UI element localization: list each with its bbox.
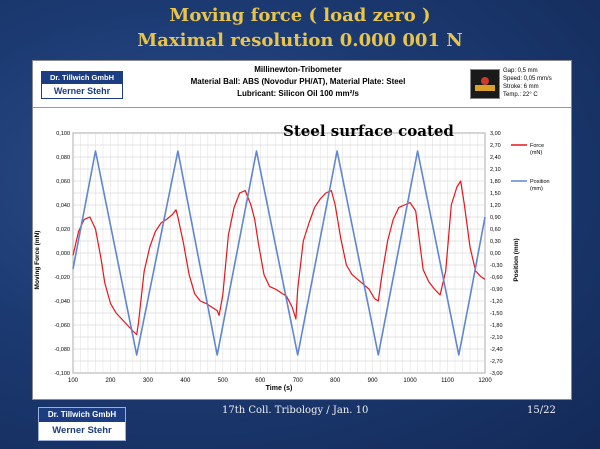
- y-right-tick-label: 2,10: [490, 167, 501, 173]
- y-right-axis-label: Position (mm): [513, 238, 520, 281]
- y-right-tick-label: -2,10: [490, 335, 503, 341]
- x-tick-label: 1200: [478, 378, 492, 384]
- slide-title-line1: Moving force ( load zero ): [169, 5, 431, 26]
- chart-panel: Dr. Tillwich GmbH Werner Stehr Millinewt…: [32, 60, 572, 400]
- y-left-tick-label: -0,020: [54, 275, 70, 281]
- x-tick-label: 400: [180, 378, 191, 384]
- y-right-tick-label: -0,90: [490, 287, 503, 293]
- y-left-tick-label: 0,100: [56, 131, 70, 137]
- chart-legend: Force(mN) Position(mm): [511, 143, 550, 192]
- y-right-tick-label: -0,60: [490, 275, 503, 281]
- legend-unit: (mN): [530, 150, 542, 156]
- y-right-tick-label: -2,40: [490, 347, 503, 353]
- footer-person-name: Werner Stehr: [39, 422, 125, 440]
- y-right-tick-label: -0,30: [490, 263, 503, 269]
- y-left-tick-label: 0,000: [56, 251, 70, 257]
- y-left-tick-label: -0,040: [54, 299, 70, 305]
- y-right-tick-label: -1,20: [490, 299, 503, 305]
- x-tick-label: 800: [330, 378, 341, 384]
- logo-company-name: Dr. Tillwich GmbH: [42, 72, 122, 84]
- y-right-tick-label: 1,50: [490, 191, 501, 197]
- test-parameters: Gap: 0,5 mm Speed: 0,05 mm/s Stroke: 6 m…: [503, 67, 552, 99]
- param-temp: Temp.: 22° C: [503, 92, 538, 98]
- legend-unit: (mm): [530, 186, 543, 192]
- logo-person-name: Werner Stehr: [53, 86, 111, 96]
- materials-line: Material Ball: ABS (Novodur PH/AT), Mate…: [190, 77, 406, 86]
- y-left-axis-label: Moving Force (mN): [34, 231, 41, 290]
- page-number: 15/22: [527, 405, 556, 416]
- x-tick-label: 600: [255, 378, 266, 384]
- force-series-line: [72, 180, 486, 336]
- chart-annotation: Steel surface coated: [283, 122, 454, 140]
- y-right-tick-label: 2,40: [490, 155, 501, 161]
- footer-logo: Dr. Tillwich GmbH Werner Stehr: [38, 407, 126, 441]
- x-tick-label: 300: [143, 378, 154, 384]
- footer-company-name: Dr. Tillwich GmbH: [39, 408, 125, 422]
- company-logo: Dr. Tillwich GmbH Werner Stehr: [41, 71, 123, 99]
- x-tick-label: 700: [293, 378, 304, 384]
- param-speed: Speed: 0,05 mm/s: [503, 76, 552, 82]
- y-right-tick-label: -2,70: [490, 359, 503, 365]
- y-right-tick-label: -1,50: [490, 311, 503, 317]
- chart-header: Dr. Tillwich GmbH Werner Stehr Millinewt…: [33, 61, 571, 108]
- param-stroke: Stroke: 6 mm: [503, 84, 539, 90]
- y-right-tick-label: 1,20: [490, 203, 501, 209]
- x-tick-label: 1100: [441, 378, 455, 384]
- footer-event: 17th Coll. Tribology / Jan. 10: [222, 405, 369, 416]
- y-left-tick-label: 0,060: [56, 179, 70, 185]
- force-position-chart: 3,00 2,70 2,40 2,10 1,80 1,50 1,20 0,90 0,60 0,30…: [34, 122, 550, 392]
- x-axis-label: Time (s): [266, 385, 293, 392]
- y-right-tick-label: -3,00: [490, 371, 503, 377]
- y-left-tick-label: 0,080: [56, 155, 70, 161]
- instrument-name: Millinewton-Tribometer: [254, 65, 342, 74]
- y-left-tick-label: -0,080: [54, 347, 70, 353]
- y-left-tick-label: -0,060: [54, 323, 70, 329]
- y-right-tick-label: 2,70: [490, 143, 501, 149]
- position-series-line: [72, 150, 486, 356]
- y-right-tick-label: 3,00: [490, 131, 501, 137]
- y-right-tick-label: 0,00: [490, 251, 501, 257]
- y-left-tick-label: 0,020: [56, 227, 70, 233]
- x-tick-label: 500: [218, 378, 229, 384]
- slide-title-line2: Maximal resolution 0.000 001 N: [137, 30, 463, 51]
- y-right-tick-label: 0,60: [490, 227, 501, 233]
- y-right-tick-label: -1,80: [490, 323, 503, 329]
- ball-on-plate-icon: [470, 69, 500, 99]
- test-description: Millinewton-Tribometer Material Ball: AB…: [133, 64, 463, 100]
- y-right-tick-label: 0,30: [490, 239, 501, 245]
- y-left-tick-label: -0,100: [54, 371, 70, 377]
- y-right-tick-label: 0,90: [490, 215, 501, 221]
- legend-label: Force: [530, 143, 544, 149]
- y-left-tick-label: 0,040: [56, 203, 70, 209]
- param-gap: Gap: 0,5 mm: [503, 68, 538, 74]
- y-right-tick-label: 1,80: [490, 179, 501, 185]
- x-tick-label: 200: [105, 378, 116, 384]
- legend-label: Position: [530, 179, 550, 185]
- lubricant-line: Lubricant: Silicon Oil 100 mm²/s: [237, 89, 359, 98]
- x-tick-label: 1000: [403, 378, 417, 384]
- x-tick-label: 100: [68, 378, 79, 384]
- x-tick-label: 900: [368, 378, 379, 384]
